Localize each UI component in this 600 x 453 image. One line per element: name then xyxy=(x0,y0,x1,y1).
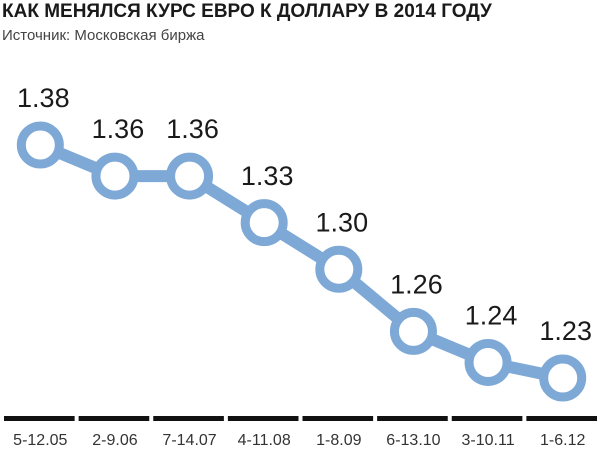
x-tick-label: 7-14.07 xyxy=(162,432,216,449)
x-tick-label: 4-11.08 xyxy=(238,432,291,449)
x-tick-label: 1-8.09 xyxy=(316,432,361,449)
axis-segment xyxy=(302,416,374,421)
value-label: 1.36 xyxy=(166,114,219,144)
value-label: 1.23 xyxy=(539,316,592,346)
axis-segment xyxy=(153,416,224,421)
value-label: 1.33 xyxy=(241,161,294,191)
value-label: 1.24 xyxy=(465,301,518,331)
marker xyxy=(16,121,64,169)
chart-subtitle: Источник: Московская биржа xyxy=(2,27,205,44)
axis-segment xyxy=(377,416,448,421)
marker xyxy=(389,307,437,355)
value-label: 1.26 xyxy=(390,270,443,300)
value-label: 1.38 xyxy=(17,83,70,113)
x-tick-label: 3-10.11 xyxy=(462,432,515,449)
x-tick-label: 1-6.12 xyxy=(540,432,585,449)
value-label: 1.36 xyxy=(92,114,145,144)
marker xyxy=(240,199,288,247)
marker xyxy=(315,245,363,293)
chart-title: КАК МЕНЯЛСЯ КУРС ЕВРО К ДОЛЛАРУ В 2014 Г… xyxy=(2,1,492,22)
marker xyxy=(539,354,587,402)
axis-segment xyxy=(451,416,523,421)
marker xyxy=(166,152,214,200)
axis-segment xyxy=(526,416,597,421)
x-tick-label: 5-12.05 xyxy=(13,432,67,449)
marker xyxy=(464,338,512,386)
x-tick-label: 6-13.10 xyxy=(386,432,440,449)
axis-segment xyxy=(4,416,75,421)
axis-segment xyxy=(227,416,299,421)
axis-segment xyxy=(78,416,150,421)
x-tick-label: 2-9.06 xyxy=(92,432,137,449)
value-label: 1.30 xyxy=(316,207,369,237)
marker xyxy=(91,152,139,200)
